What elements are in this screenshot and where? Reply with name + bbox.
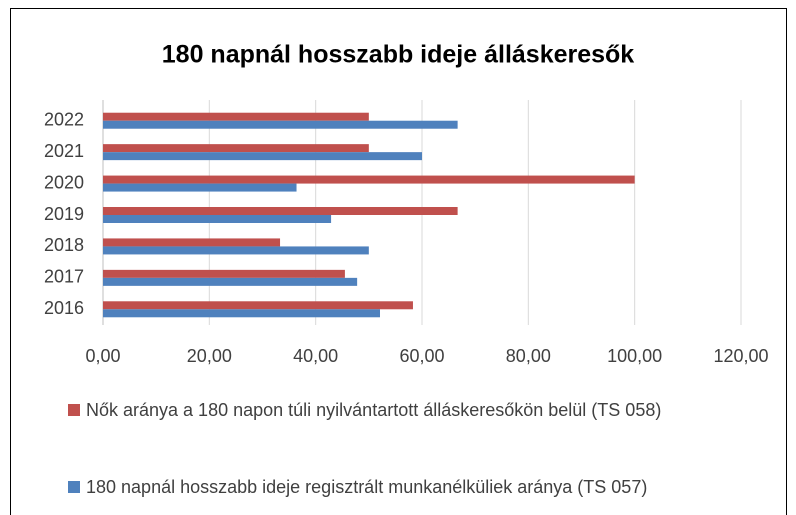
y-tick-label: 2016	[44, 298, 84, 318]
bar	[103, 301, 413, 310]
bar	[103, 238, 281, 247]
y-tick-label: 2017	[44, 267, 84, 287]
bar	[103, 183, 297, 192]
legend-swatch	[68, 481, 80, 493]
bar	[103, 152, 422, 161]
x-tick-label: 20,00	[187, 346, 232, 366]
x-tick-label: 80,00	[506, 346, 551, 366]
x-tick-label: 100,00	[607, 346, 662, 366]
y-tick-label: 2018	[44, 235, 84, 255]
bar	[103, 112, 369, 121]
bar	[103, 120, 458, 129]
x-tick-label: 60,00	[399, 346, 444, 366]
legend-label: Nők aránya a 180 napon túli nyilvántarto…	[86, 400, 662, 420]
bar	[103, 246, 369, 255]
frame	[10, 8, 787, 515]
x-tick-label: 0,00	[85, 346, 120, 366]
y-tick-label: 2022	[44, 109, 84, 129]
legend-swatch	[68, 404, 80, 416]
bar	[103, 207, 458, 215]
bar	[103, 175, 635, 184]
legend-item: Nők aránya a 180 napon túli nyilvántarto…	[68, 395, 768, 425]
x-tick-label: 40,00	[293, 346, 338, 366]
y-tick-label: 2021	[44, 141, 84, 161]
bar	[103, 269, 345, 278]
chart-title: 180 napnál hosszabb ideje álláskeresők	[162, 41, 635, 69]
x-tick-label: 120,00	[713, 346, 768, 366]
y-tick-label: 2020	[44, 172, 84, 192]
legend-item: 180 napnál hosszabb ideje regisztrált mu…	[68, 472, 768, 502]
bar	[103, 277, 358, 286]
bar	[103, 309, 380, 318]
y-tick-label: 2019	[44, 204, 84, 224]
bar	[103, 215, 332, 223]
legend-label: 180 napnál hosszabb ideje regisztrált mu…	[86, 477, 648, 497]
bar	[103, 144, 369, 153]
